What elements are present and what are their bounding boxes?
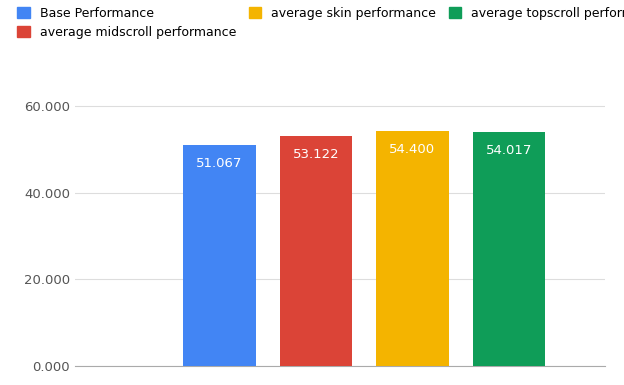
Bar — [280, 136, 352, 366]
Legend: Base Performance, average midscroll performance, average skin performance, avera: Base Performance, average midscroll perf… — [17, 7, 624, 39]
Text: 54.400: 54.400 — [389, 142, 436, 156]
Bar — [183, 145, 256, 366]
Text: 53.122: 53.122 — [293, 148, 339, 161]
Text: 51.067: 51.067 — [197, 157, 243, 170]
Bar — [376, 131, 449, 366]
Bar — [472, 132, 545, 366]
Text: 54.017: 54.017 — [485, 144, 532, 157]
